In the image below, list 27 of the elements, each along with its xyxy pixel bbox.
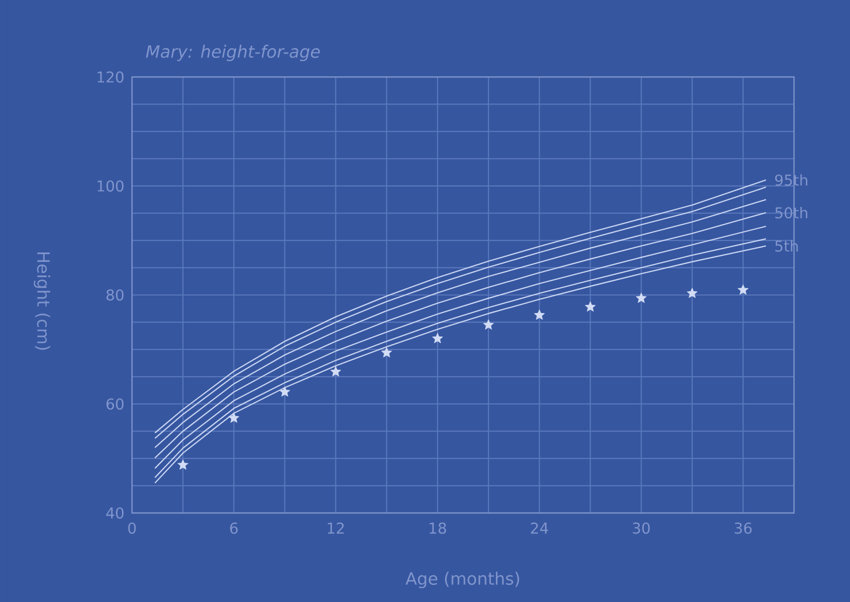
x-tick-label: 18 [430, 522, 446, 534]
x-tick-label: 36 [734, 522, 752, 534]
x-axis-title: Age (months) [406, 572, 520, 588]
point [381, 347, 392, 358]
y-tick-label: 40 [106, 507, 124, 519]
x-tick-label: 24 [530, 522, 548, 534]
point [636, 292, 647, 303]
point [178, 459, 188, 470]
x-tick-label: 0 [128, 522, 136, 534]
point [279, 386, 290, 397]
point [584, 301, 596, 312]
y-tick-label: 60 [106, 398, 124, 410]
point [686, 288, 698, 298]
point [432, 332, 443, 344]
y-tick-label: 80 [106, 289, 124, 301]
point [228, 412, 240, 423]
x-tick-label: 12 [328, 522, 344, 534]
x-tick-label: 6 [230, 522, 238, 534]
y-tick-label: 100 [98, 180, 124, 192]
x-tick-label: 30 [632, 522, 650, 534]
chart-title: Mary: height-for-age [146, 44, 320, 62]
point [738, 284, 748, 295]
y-tick-label: 120 [98, 71, 124, 83]
point [330, 366, 342, 376]
y-axis-title: Height (cm) [34, 252, 50, 350]
point [534, 309, 545, 320]
point [483, 319, 494, 330]
